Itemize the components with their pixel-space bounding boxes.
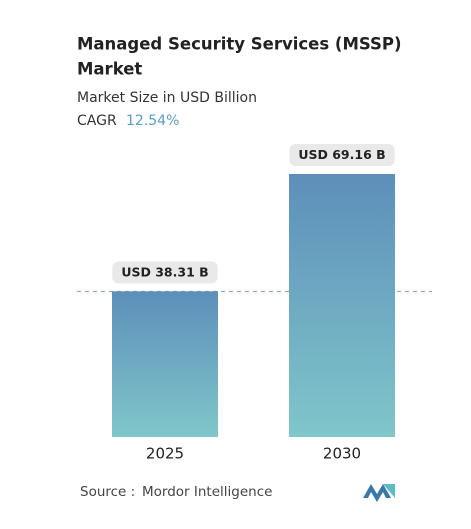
chart-title: Managed Security Services (MSSP) <box>77 35 402 54</box>
value-label: USD 38.31 B <box>121 264 208 279</box>
x-tick-label: 2030 <box>323 445 361 463</box>
x-tick-label: 2025 <box>146 445 184 463</box>
logo <box>363 484 395 502</box>
value-label-bg <box>112 261 218 284</box>
cagr-value: 12.54% <box>126 113 179 129</box>
cagr-label: CAGR <box>77 113 117 129</box>
bar <box>112 291 218 437</box>
source-label: Source : <box>80 484 135 500</box>
subtitle: Market Size in USD Billion <box>77 90 257 106</box>
bar <box>289 174 395 437</box>
value-label: USD 69.16 B <box>298 147 385 162</box>
chart-title: Market <box>77 60 142 79</box>
source-name: Mordor Intelligence <box>142 484 272 500</box>
value-label-bg <box>289 144 395 166</box>
